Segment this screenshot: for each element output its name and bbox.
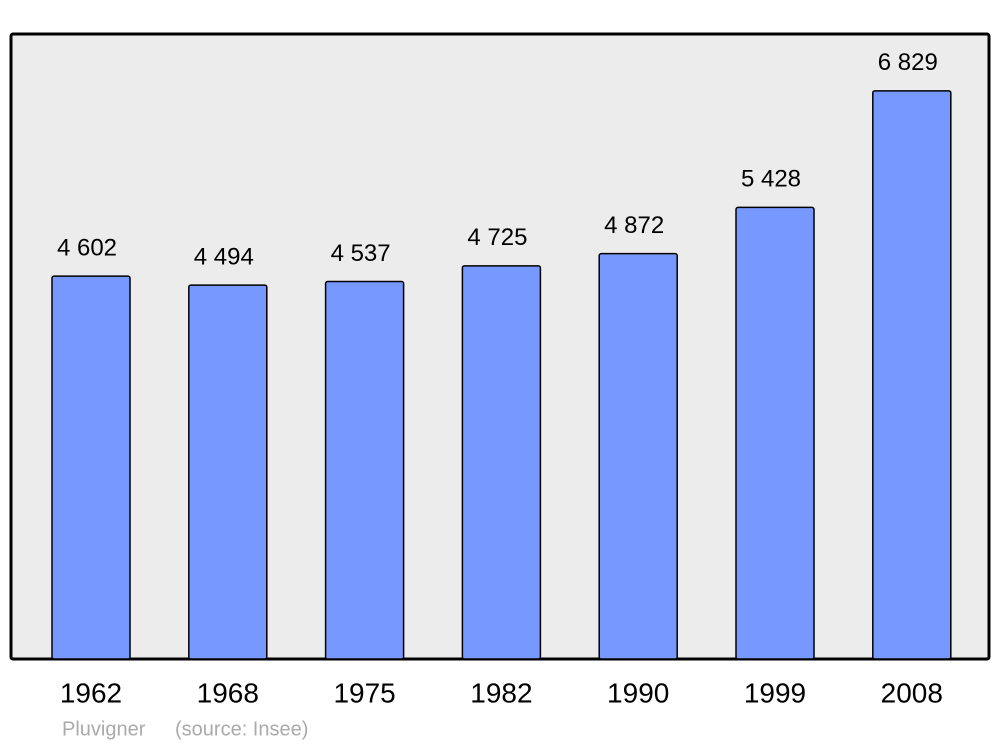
chart-title: Pluvigner: [62, 718, 146, 740]
x-tick-label: 1982: [470, 677, 532, 708]
bar: [188, 284, 268, 660]
source-note: (source: Insee): [175, 718, 308, 740]
value-label: 4 872: [604, 212, 664, 239]
bar: [598, 252, 678, 660]
value-label: 4 537: [331, 240, 391, 267]
bar: [735, 206, 815, 660]
x-tick-label: 1968: [197, 677, 259, 708]
value-label: 5 428: [741, 166, 801, 193]
bar: [872, 90, 952, 660]
x-tick-label: 2008: [881, 677, 943, 708]
value-label: 4 602: [57, 234, 117, 261]
value-label: 4 494: [194, 243, 254, 270]
value-label: 6 829: [878, 49, 938, 76]
bar: [324, 280, 405, 660]
x-tick-label: 1990: [607, 677, 669, 708]
bar: [51, 275, 131, 660]
x-tick-label: 1975: [333, 677, 395, 708]
bar: [461, 265, 542, 660]
value-label: 4 725: [467, 224, 527, 251]
x-tick-label: 1962: [60, 677, 122, 708]
x-tick-label: 1999: [744, 677, 806, 708]
